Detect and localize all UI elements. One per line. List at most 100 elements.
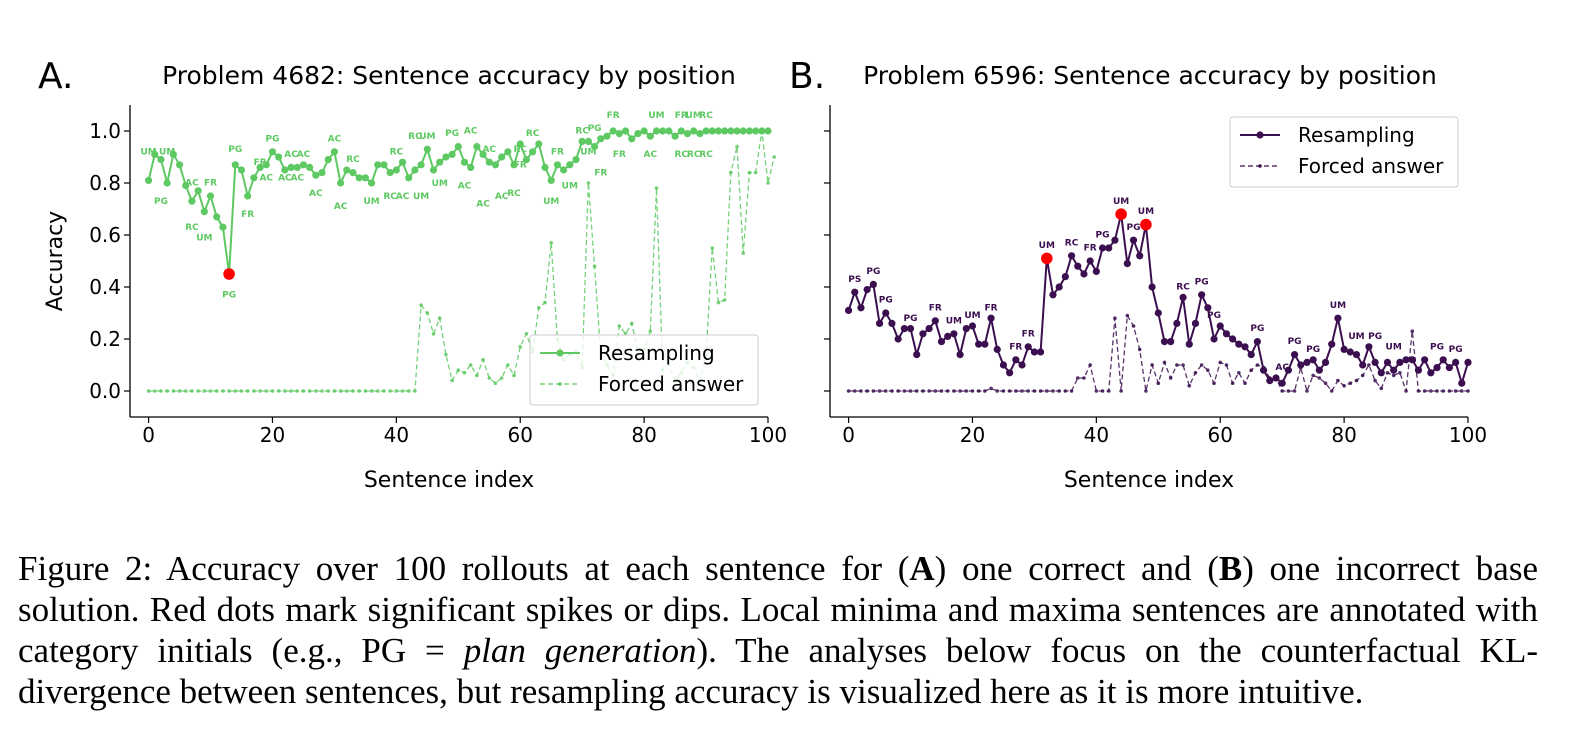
resampling-point: [299, 161, 308, 169]
category-annotation: PG: [445, 129, 459, 139]
resampling-point: [764, 127, 772, 135]
resampling-point: [1266, 377, 1274, 385]
forced-answer-point: [1175, 363, 1179, 367]
category-annotation: AC: [464, 127, 478, 137]
resampling-point: [219, 223, 227, 231]
category-annotation: RC: [383, 192, 397, 202]
category-annotation: PG: [154, 197, 168, 207]
category-annotation: UM: [580, 147, 596, 157]
resampling-point: [1167, 338, 1175, 346]
forced-answer-point: [927, 389, 931, 393]
resampling-point: [1222, 330, 1231, 338]
forced-answer-point: [970, 389, 975, 393]
forced-answer-point: [1367, 363, 1371, 367]
resampling-point: [1136, 252, 1144, 260]
y-tick-label: 0.6: [89, 223, 121, 247]
forced-answer-point: [233, 389, 238, 393]
x-tick-label: 60: [508, 423, 533, 447]
caption-panel-a-ref: A: [909, 549, 935, 588]
resampling-point: [1154, 309, 1162, 317]
forced-answer-point: [1218, 360, 1223, 365]
resampling-point: [733, 127, 741, 135]
resampling-point: [324, 156, 332, 164]
category-annotation: UM: [964, 311, 980, 321]
resampling-point: [702, 127, 710, 135]
resampling-point: [374, 161, 382, 169]
resampling-point: [330, 148, 339, 156]
resampling-point: [417, 161, 425, 169]
x-tick-label: 80: [1331, 423, 1356, 447]
forced-answer-point: [214, 389, 219, 393]
resampling-point: [1352, 351, 1361, 359]
resampling-point: [157, 156, 165, 164]
forced-answer-point: [1354, 378, 1359, 383]
legend-box: [1229, 116, 1459, 188]
category-annotation: FR: [254, 158, 267, 168]
resampling-point: [1340, 345, 1348, 353]
resampling-point: [1037, 348, 1045, 356]
resampling-point: [510, 161, 518, 169]
category-annotation: UM: [1386, 342, 1402, 352]
forced-answer-point: [716, 300, 721, 305]
forced-answer-point: [382, 389, 386, 393]
resampling-point: [281, 166, 289, 174]
category-annotation: UM: [196, 233, 212, 243]
forced-answer-point: [1150, 363, 1154, 367]
resampling-point: [1105, 244, 1113, 252]
category-annotation: RC: [687, 150, 701, 160]
forced-answer-point: [865, 389, 869, 393]
category-annotation: AC: [309, 189, 323, 199]
forced-answer-point: [1144, 389, 1148, 393]
forced-answer-point: [363, 389, 368, 393]
resampling-point: [956, 351, 964, 359]
forced-answer-point: [1230, 381, 1235, 386]
resampling-point: [950, 330, 958, 338]
resampling-point: [1359, 361, 1367, 369]
category-annotation: RC: [185, 223, 199, 233]
resampling-point: [665, 127, 673, 135]
forced-answer-point: [989, 386, 993, 391]
resampling-point: [962, 325, 970, 333]
forced-answer-point: [747, 170, 752, 175]
resampling-point: [188, 197, 196, 205]
category-annotation: AC: [185, 179, 199, 189]
category-annotation: AC: [290, 173, 304, 183]
forced-answer-point: [475, 373, 479, 378]
resampling-point: [182, 182, 190, 190]
category-annotation: FR: [1084, 244, 1097, 254]
forced-answer-point: [344, 389, 349, 393]
resampling-point: [194, 187, 202, 195]
resampling-point: [844, 306, 853, 314]
category-annotation: PG: [866, 267, 880, 277]
forced-answer-point: [1298, 365, 1303, 370]
forced-answer-point: [537, 306, 541, 310]
forced-answer-point: [406, 389, 411, 393]
legend-label: Resampling: [1298, 123, 1415, 147]
category-annotation: UM: [140, 147, 156, 157]
panel-a-plot: 0 20 40 60 80 100 0.0 0.2 0.4 0.6 0.8 1.0 Sentence i…: [43, 105, 787, 493]
forced-answer-point: [177, 389, 182, 393]
y-tick-label: 0.2: [89, 327, 121, 351]
forced-answer-point: [549, 241, 554, 245]
forced-answer-point: [1162, 360, 1167, 365]
category-annotation: PG: [1096, 231, 1110, 241]
legend-label: Forced answer: [1298, 154, 1444, 178]
category-annotation: FR: [1009, 342, 1022, 352]
legend-marker: [556, 349, 564, 357]
forced-answer-point: [1082, 376, 1086, 380]
forced-answer-point: [766, 181, 770, 185]
forced-answer-point: [617, 324, 622, 328]
forced-answer-point: [1286, 389, 1291, 393]
category-annotation: RC: [699, 150, 713, 160]
resampling-point: [919, 330, 927, 338]
forced-answer-point: [1156, 381, 1161, 386]
resampling-point: [1464, 358, 1472, 366]
forced-answer-point: [1119, 389, 1123, 393]
resampling-point: [398, 158, 407, 166]
legend-marker: [558, 382, 562, 386]
forced-answer-point: [648, 329, 653, 334]
legend-label: Resampling: [598, 341, 715, 365]
x-tick-label: 40: [1084, 423, 1109, 447]
resampling-point: [541, 163, 549, 171]
resampling-point: [479, 150, 487, 158]
